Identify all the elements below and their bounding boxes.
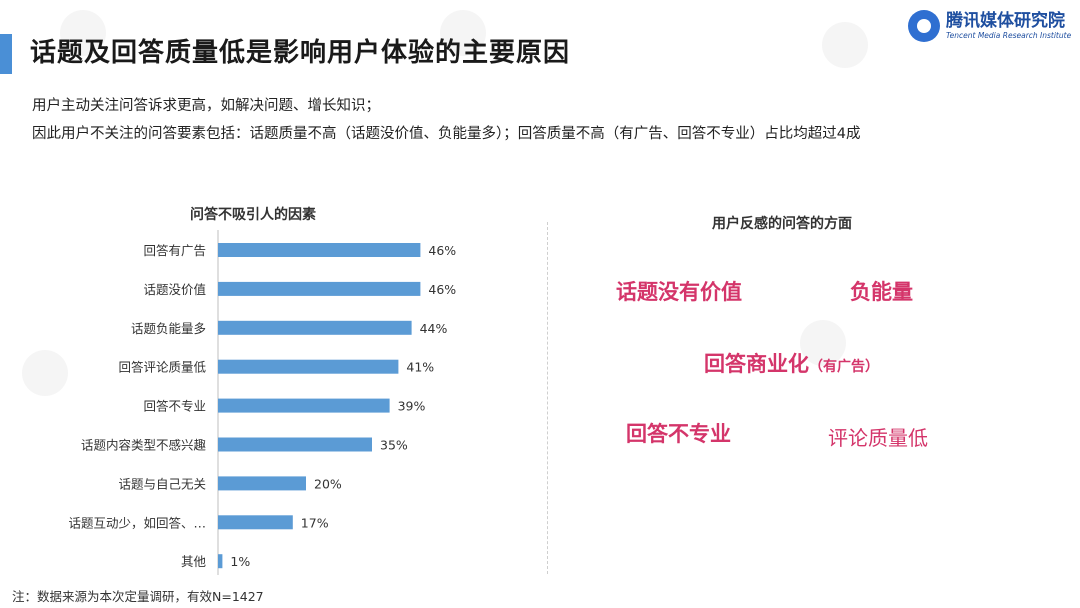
data-label: 17% — [301, 515, 329, 530]
chart-title: 问答不吸引人的因素 — [190, 207, 316, 223]
watermark-logo — [822, 22, 868, 68]
category-label: 回答评论质量低 — [118, 360, 206, 375]
word-cloud-item: 回答商业化（有广告） — [704, 348, 879, 378]
page-title: 话题及回答质量低是影响用户体验的主要原因 — [30, 38, 571, 68]
word-cloud-item: 评论质量低 — [828, 426, 928, 450]
logo-name: 腾讯媒体研究院 — [946, 10, 1065, 31]
word-cloud-item: 回答不专业 — [626, 422, 731, 446]
word-cloud-item-note: （有广告） — [809, 359, 879, 375]
footnote: 注：数据来源为本次定量调研，有效N=1427 — [12, 589, 264, 604]
watermark-logo — [22, 350, 68, 396]
category-label: 回答有广告 — [143, 243, 206, 258]
data-label: 35% — [380, 438, 408, 453]
word-cloud-title: 用户反感的问答的方面 — [712, 216, 852, 232]
bar — [218, 437, 372, 452]
category-label: 话题负能量多 — [131, 321, 206, 336]
title-accent-bar — [0, 34, 12, 74]
summary-line-1: 用户主动关注问答诉求更高，如解决问题、增长知识； — [32, 98, 380, 114]
bar — [218, 515, 293, 530]
watermark-logo — [440, 10, 486, 56]
watermark-logo — [60, 10, 106, 56]
bar — [218, 359, 399, 374]
word-cloud-item: 话题没有价值 — [616, 280, 742, 304]
bar — [218, 243, 421, 257]
word-cloud-item: 负能量 — [850, 280, 913, 304]
bar — [218, 398, 390, 413]
bar — [218, 281, 421, 296]
category-label: 话题没价值 — [143, 282, 206, 297]
category-label: 其他 — [181, 554, 207, 569]
bar — [218, 320, 412, 335]
data-label: 20% — [314, 476, 342, 491]
summary-line-2: 因此用户不关注的问答要素包括：话题质量不高（话题没价值、负能量多）；回答质量不高… — [32, 126, 861, 142]
bar — [218, 476, 306, 491]
category-label: 回答不专业 — [143, 399, 206, 414]
logo-icon — [908, 10, 940, 42]
logo-subtitle: Tencent Media Research Institute — [946, 30, 1072, 40]
data-label: 41% — [406, 360, 434, 375]
data-label: 1% — [230, 554, 250, 569]
category-label: 话题互动少，如回答、… — [68, 515, 206, 530]
section-divider — [547, 222, 548, 574]
bar-chart: 回答有广告 46% 话题没价值 46% 话题负能量多 44% 回答评论质量低 41% 回答不专业… — [68, 230, 456, 575]
brand-logo: 腾讯媒体研究院 Tencent Media Research Institute — [908, 10, 1071, 42]
category-label: 话题内容类型不感兴趣 — [81, 438, 207, 453]
watermark-logo — [800, 320, 846, 366]
data-label: 46% — [428, 243, 456, 258]
data-label: 46% — [428, 282, 456, 297]
word-cloud-item-text: 回答商业化 — [704, 352, 809, 376]
data-label: 39% — [398, 399, 426, 414]
bar — [218, 554, 223, 569]
category-label: 话题与自己无关 — [118, 476, 206, 491]
data-label: 44% — [420, 321, 448, 336]
